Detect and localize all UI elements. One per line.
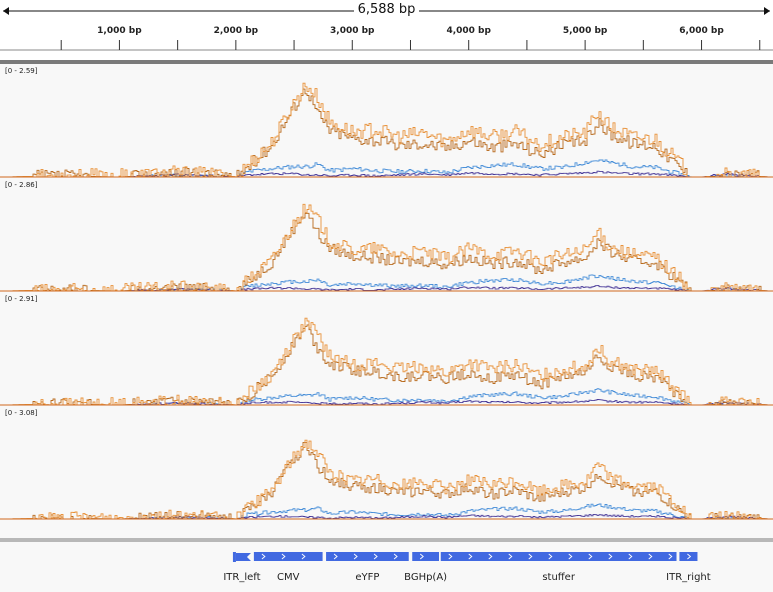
coverage-line-orange — [3, 82, 770, 178]
strand-arrow-icon — [333, 553, 338, 560]
data-range-label: [0 - 2.59] — [5, 67, 38, 75]
strand-arrow-icon — [261, 553, 266, 560]
coverage-line-orange — [3, 317, 770, 406]
strand-arrow-icon — [393, 553, 398, 560]
coverage-line-purple — [3, 285, 770, 292]
coverage-plot — [0, 82, 773, 178]
strand-arrow-icon — [508, 553, 513, 560]
strand-arrow-icon — [468, 553, 473, 560]
feature-label[interactable]: eYFP — [355, 572, 380, 583]
span-label: 6,588 bp — [0, 2, 773, 17]
ruler-tick-label: 3,000 bp — [330, 26, 375, 36]
coverage-line-purple — [3, 170, 770, 178]
span-arrow-right-icon — [764, 7, 770, 15]
feature-track[interactable]: ITR_left CMV eYFP BGHp(A) stuffer ITR_right — [0, 542, 773, 592]
feature-separator — [0, 538, 773, 542]
strand-arrow-icon — [687, 553, 692, 560]
ruler-tick-label: 2,000 bp — [213, 26, 259, 36]
coverage-line-purple — [3, 399, 770, 406]
coverage-line-dark-orange — [3, 88, 770, 178]
coverage-line-orange — [3, 439, 770, 520]
ruler-tick-label: 1,000 bp — [97, 26, 142, 36]
feature-block[interactable] — [412, 552, 440, 561]
span-arrow-left-icon — [3, 7, 9, 15]
ruler-tick-label: 4,000 bp — [446, 26, 491, 36]
itr-flag-icon[interactable] — [235, 553, 251, 561]
strand-arrow-icon — [608, 553, 613, 560]
coverage-track[interactable]: [0 - 3.08] — [0, 406, 773, 520]
strand-arrow-icon — [488, 553, 493, 560]
feature-block[interactable] — [326, 552, 409, 561]
strand-arrow-icon — [353, 553, 358, 560]
strand-arrow-icon — [628, 553, 633, 560]
strand-arrow-icon — [668, 553, 673, 560]
feature-block[interactable] — [440, 552, 677, 561]
feature-block[interactable] — [232, 552, 236, 562]
feature-label[interactable]: CMV — [277, 572, 300, 583]
feature-graphic — [232, 552, 698, 562]
strand-arrow-icon — [448, 553, 453, 560]
strand-arrow-icon — [548, 553, 553, 560]
strand-arrow-icon — [648, 553, 653, 560]
data-range-label: [0 - 3.08] — [5, 409, 38, 417]
feature-label[interactable]: stuffer — [542, 572, 575, 583]
coverage-line-blue — [3, 159, 769, 178]
feature-block[interactable] — [679, 552, 698, 561]
strand-arrow-icon — [281, 553, 286, 560]
coverage-line-orange — [3, 203, 770, 292]
strand-arrow-icon — [588, 553, 593, 560]
coverage-track[interactable]: [0 - 2.59] — [0, 64, 773, 178]
coverage-line-blue — [3, 274, 769, 292]
strand-arrow-icon — [419, 553, 424, 560]
feature-label[interactable]: ITR_left — [223, 572, 261, 583]
coverage-plot — [0, 439, 773, 520]
coverage-track[interactable]: [0 - 2.86] — [0, 178, 773, 292]
genome-ruler[interactable]: 6,588 bp 1,000 bp 2,000 bp 3,000 bp 4,000 b… — [0, 0, 773, 60]
strand-arrow-icon — [528, 553, 533, 560]
data-range-label: [0 - 2.91] — [5, 295, 38, 303]
feature-block[interactable] — [253, 552, 323, 561]
data-range-label: [0 - 2.86] — [5, 181, 38, 189]
coverage-line-dark-orange — [3, 324, 770, 406]
ruler-tick-label: 6,000 bp — [679, 26, 724, 36]
coverage-track[interactable]: [0 - 2.91] — [0, 292, 773, 406]
feature-label[interactable]: BGHp(A) — [404, 572, 448, 583]
strand-arrow-icon — [301, 553, 306, 560]
ruler-tick-label: 5,000 bp — [562, 26, 608, 36]
ruler-separator — [0, 60, 773, 64]
coverage-line-dark-orange — [3, 441, 770, 520]
strand-arrow-icon — [373, 553, 378, 560]
feature-label[interactable]: ITR_right — [666, 572, 711, 583]
strand-arrow-icon — [568, 553, 573, 560]
coverage-plot — [0, 203, 773, 292]
coverage-plot — [0, 317, 773, 406]
